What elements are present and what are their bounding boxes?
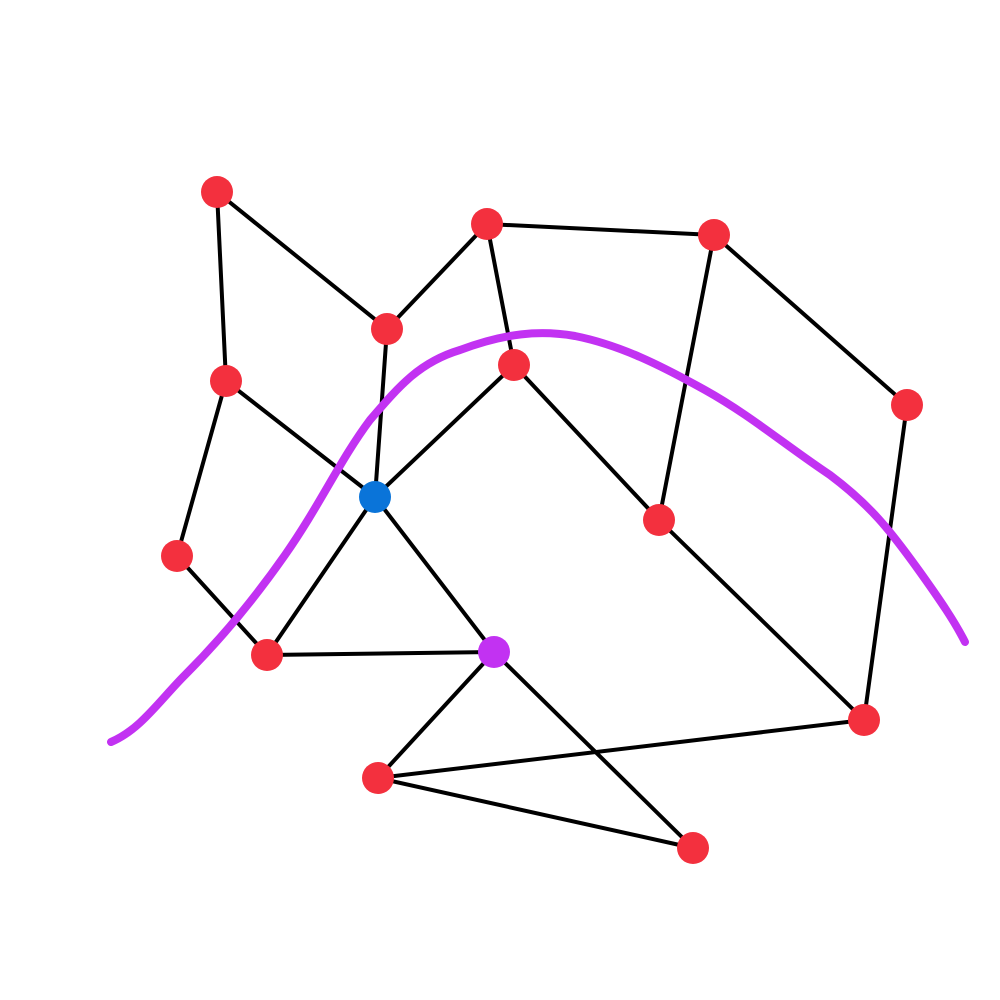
node-n7 bbox=[161, 540, 193, 572]
edge-n11-n12 bbox=[265, 650, 496, 657]
edge-n13-n14 bbox=[376, 776, 695, 850]
edge-n3-n8 bbox=[712, 233, 909, 407]
edge-n2-n5 bbox=[485, 222, 516, 367]
edge-n13-n15 bbox=[376, 718, 866, 780]
edge-n12-n14 bbox=[492, 650, 695, 850]
edge-n12-n13 bbox=[376, 650, 496, 780]
node-n15 bbox=[848, 704, 880, 736]
node-n9-blue bbox=[359, 481, 391, 513]
edge-n2-n4 bbox=[385, 222, 489, 331]
node-n5 bbox=[498, 349, 530, 381]
curve-layer bbox=[107, 329, 969, 746]
node-n3 bbox=[698, 219, 730, 251]
edge-n1-n6 bbox=[215, 190, 228, 383]
node-n11 bbox=[251, 639, 283, 671]
node-n14 bbox=[677, 832, 709, 864]
node-n1 bbox=[201, 176, 233, 208]
edge-n5-n9 bbox=[373, 363, 516, 499]
edge-n1-n4 bbox=[215, 190, 389, 331]
edge-n9-n11 bbox=[265, 495, 377, 657]
node-n13 bbox=[362, 762, 394, 794]
node-n8 bbox=[891, 389, 923, 421]
edge-n6-n7 bbox=[175, 379, 228, 558]
node-n4 bbox=[371, 313, 403, 345]
node-n6 bbox=[210, 365, 242, 397]
nodes-layer bbox=[161, 176, 923, 864]
edge-n5-n10 bbox=[512, 363, 661, 522]
edge-n6-n9 bbox=[224, 379, 377, 499]
boundary-curve bbox=[107, 329, 969, 746]
edge-n2-n3 bbox=[485, 222, 716, 237]
edges-layer bbox=[175, 190, 909, 850]
edge-n7-n11 bbox=[175, 554, 269, 657]
node-n10 bbox=[643, 504, 675, 536]
node-n2 bbox=[471, 208, 503, 240]
edge-n8-n15 bbox=[862, 403, 909, 722]
node-n12-purple bbox=[478, 636, 510, 668]
edge-n9-n12 bbox=[373, 495, 496, 654]
edge-n10-n15 bbox=[657, 518, 866, 722]
